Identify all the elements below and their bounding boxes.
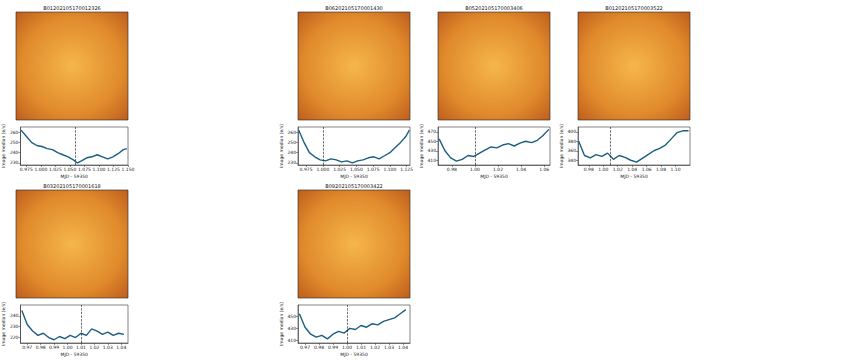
svg-text:1.10: 1.10 xyxy=(671,167,681,172)
svg-text:240: 240 xyxy=(287,150,296,155)
svg-text:430: 430 xyxy=(287,326,296,331)
svg-text:1.100: 1.100 xyxy=(92,167,105,172)
svg-text:380: 380 xyxy=(567,139,576,144)
svg-text:1.025: 1.025 xyxy=(49,167,62,172)
svg-text:0.98: 0.98 xyxy=(584,167,594,172)
svg-text:1.075: 1.075 xyxy=(78,167,91,172)
svg-text:0.99: 0.99 xyxy=(49,345,59,350)
svg-text:1.06: 1.06 xyxy=(539,167,549,172)
svg-text:Image median (e/s): Image median (e/s) xyxy=(1,124,6,168)
svg-text:B03202105170001618: B03202105170001618 xyxy=(43,183,101,189)
svg-text:230: 230 xyxy=(10,160,19,165)
svg-text:0.97: 0.97 xyxy=(22,345,32,350)
svg-text:1.025: 1.025 xyxy=(333,167,346,172)
svg-text:B05202105170003406: B05202105170003406 xyxy=(465,5,523,11)
svg-text:230: 230 xyxy=(287,160,296,165)
svg-text:1.00: 1.00 xyxy=(470,167,480,172)
svg-text:Image median (e/s): Image median (e/s) xyxy=(1,302,6,346)
svg-text:1.06: 1.06 xyxy=(642,167,652,172)
svg-text:MJD - 59350: MJD - 59350 xyxy=(620,174,648,179)
svg-text:1.02: 1.02 xyxy=(493,167,503,172)
svg-text:0.98: 0.98 xyxy=(314,345,324,350)
svg-text:1.000: 1.000 xyxy=(34,167,47,172)
svg-text:240: 240 xyxy=(10,313,19,318)
svg-text:250: 250 xyxy=(10,140,19,145)
svg-text:1.125: 1.125 xyxy=(400,167,413,172)
svg-text:1.125: 1.125 xyxy=(107,167,120,172)
svg-text:450: 450 xyxy=(287,314,296,319)
svg-text:1.050: 1.050 xyxy=(350,167,363,172)
svg-text:B01202105170003522: B01202105170003522 xyxy=(605,5,663,11)
svg-text:B01202105170012326: B01202105170012326 xyxy=(43,5,101,11)
svg-text:1.00: 1.00 xyxy=(598,167,608,172)
svg-text:0.97: 0.97 xyxy=(300,345,310,350)
svg-text:400: 400 xyxy=(567,129,576,134)
svg-text:B09202105170003422: B09202105170003422 xyxy=(325,183,383,189)
svg-text:1.050: 1.050 xyxy=(63,167,76,172)
svg-text:430: 430 xyxy=(427,148,436,153)
svg-text:Image median (e/s): Image median (e/s) xyxy=(279,302,284,346)
svg-text:1.075: 1.075 xyxy=(367,167,380,172)
svg-text:1.01: 1.01 xyxy=(356,345,366,350)
svg-text:1.00: 1.00 xyxy=(342,345,352,350)
svg-text:MJD - 59350: MJD - 59350 xyxy=(340,352,368,357)
svg-text:B06202105170001430: B06202105170001430 xyxy=(325,5,383,11)
svg-text:1.00: 1.00 xyxy=(63,345,73,350)
svg-text:1.01: 1.01 xyxy=(76,345,86,350)
svg-text:260: 260 xyxy=(10,130,19,135)
svg-text:Image median (e/s): Image median (e/s) xyxy=(279,124,284,168)
svg-text:250: 250 xyxy=(287,140,296,145)
svg-text:Image median (e/s): Image median (e/s) xyxy=(419,124,424,168)
svg-text:MJD - 59350: MJD - 59350 xyxy=(61,174,89,179)
svg-text:MJD - 59350: MJD - 59350 xyxy=(61,352,89,357)
svg-text:220: 220 xyxy=(10,335,19,340)
svg-text:0.98: 0.98 xyxy=(447,167,457,172)
svg-text:0.975: 0.975 xyxy=(300,167,313,172)
svg-text:1.02: 1.02 xyxy=(370,345,380,350)
svg-text:1.02: 1.02 xyxy=(613,167,623,172)
svg-text:340: 340 xyxy=(567,158,576,163)
svg-text:1.04: 1.04 xyxy=(116,345,126,350)
svg-text:410: 410 xyxy=(427,158,436,163)
svg-text:1.04: 1.04 xyxy=(516,167,526,172)
svg-text:MJD - 59350: MJD - 59350 xyxy=(340,174,368,179)
svg-text:0.975: 0.975 xyxy=(20,167,33,172)
svg-text:1.03: 1.03 xyxy=(384,345,394,350)
svg-text:360: 360 xyxy=(567,148,576,153)
svg-text:230: 230 xyxy=(10,324,19,329)
svg-text:MJD - 59350: MJD - 59350 xyxy=(480,174,508,179)
svg-text:1.000: 1.000 xyxy=(316,167,329,172)
svg-text:0.98: 0.98 xyxy=(36,345,46,350)
svg-text:1.04: 1.04 xyxy=(627,167,637,172)
svg-text:470: 470 xyxy=(427,129,436,134)
svg-text:260: 260 xyxy=(287,130,296,135)
svg-text:450: 450 xyxy=(427,139,436,144)
svg-text:Image median (e/s): Image median (e/s) xyxy=(559,124,564,168)
svg-text:1.03: 1.03 xyxy=(103,345,113,350)
svg-text:240: 240 xyxy=(10,150,19,155)
svg-text:1.150: 1.150 xyxy=(122,167,135,172)
svg-text:0.99: 0.99 xyxy=(328,345,338,350)
svg-text:410: 410 xyxy=(287,338,296,343)
svg-text:1.08: 1.08 xyxy=(656,167,666,172)
svg-text:1.100: 1.100 xyxy=(383,167,396,172)
svg-text:1.04: 1.04 xyxy=(398,345,408,350)
svg-text:1.02: 1.02 xyxy=(89,345,99,350)
